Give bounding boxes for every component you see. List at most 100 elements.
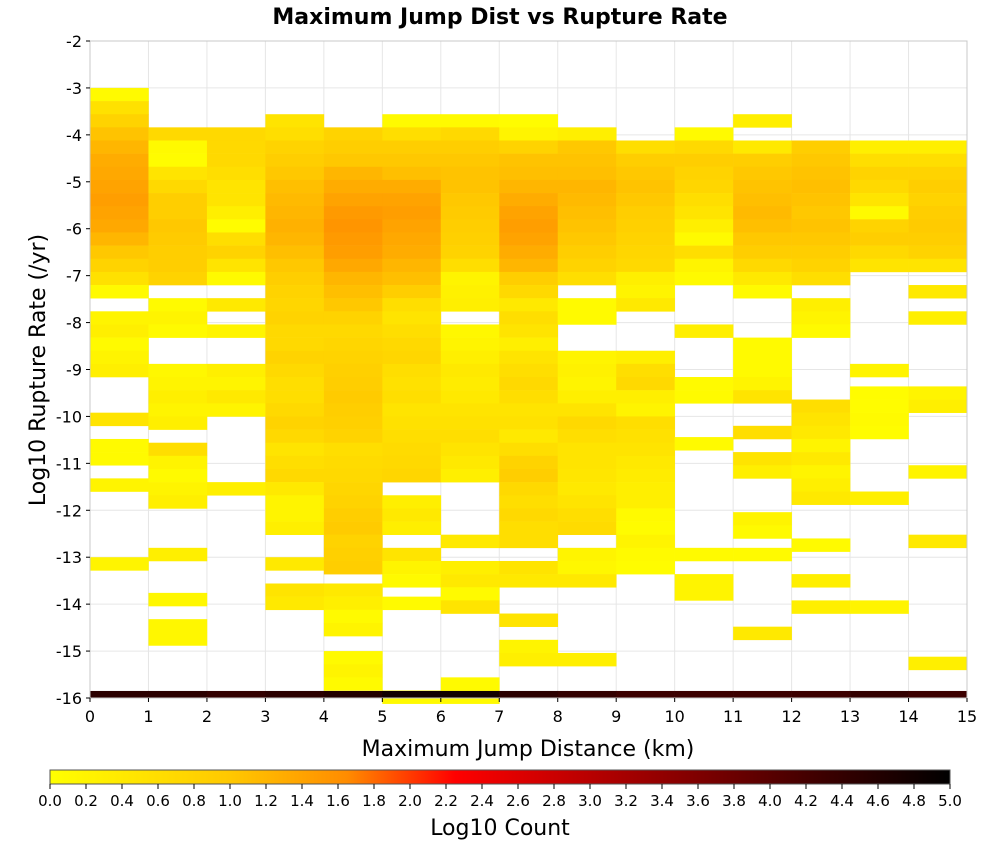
heatmap-cell	[440, 429, 500, 444]
heatmap-cell	[557, 271, 617, 286]
heatmap-cell	[908, 399, 968, 413]
heatmap-cell	[206, 271, 266, 286]
heatmap-cell	[791, 219, 851, 233]
colorbar-tick-label: 2.8	[542, 792, 566, 810]
heatmap-cell	[440, 416, 500, 430]
heatmap-cell	[148, 179, 208, 194]
x-tick-label: 0	[85, 707, 95, 726]
heatmap-cell	[674, 140, 734, 154]
heatmap-cell	[908, 232, 968, 246]
heatmap-cell	[90, 87, 149, 102]
heatmap-cell	[206, 232, 266, 246]
heatmap-cell	[674, 377, 734, 391]
heatmap-cell	[499, 285, 559, 299]
heatmap-cell	[440, 298, 500, 312]
x-tick-label: 5	[377, 707, 387, 726]
heatmap-cell	[148, 206, 208, 220]
heatmap-cell	[791, 465, 851, 479]
heatmap-cell	[148, 258, 208, 273]
heatmap-cell	[323, 390, 383, 404]
x-tick-label: 15	[957, 707, 977, 726]
y-tick-label: -16	[56, 689, 82, 708]
heatmap-cell	[557, 363, 617, 378]
heatmap-cell	[148, 416, 208, 430]
heatmap-cell	[382, 285, 442, 299]
heatmap-cell	[499, 193, 559, 207]
heatmap-cell	[908, 534, 968, 549]
heatmap-cell	[499, 114, 559, 128]
heatmap-cell	[733, 179, 792, 194]
heatmap-cell	[616, 271, 675, 286]
heatmap-cell-baseline	[148, 690, 208, 698]
heatmap-cell	[557, 127, 617, 141]
heatmap-cell	[733, 258, 792, 273]
heatmap-cell	[148, 245, 208, 260]
heatmap-cell	[148, 298, 208, 312]
heatmap-cell	[616, 429, 675, 444]
heatmap-cell	[440, 285, 500, 299]
heatmap-cell	[499, 232, 559, 246]
heatmap-cell	[908, 245, 968, 260]
y-tick-label: -6	[66, 220, 82, 239]
heatmap-cell	[206, 153, 266, 168]
heatmap-cell	[440, 574, 500, 588]
heatmap-cell	[733, 114, 792, 128]
x-tick-label: 7	[494, 707, 504, 726]
x-tick-label: 14	[898, 707, 918, 726]
heatmap-cell	[557, 140, 617, 154]
heatmap-cell	[382, 403, 442, 417]
heatmap-cell	[382, 508, 442, 522]
heatmap-cell	[557, 495, 617, 509]
heatmap-cell	[382, 245, 442, 260]
heatmap-cell	[323, 298, 383, 312]
heatmap-cell	[323, 245, 383, 260]
heatmap-cell	[616, 232, 675, 246]
heatmap-cell	[440, 271, 500, 286]
heatmap-cell	[499, 271, 559, 286]
heatmap-cell	[148, 153, 208, 168]
heatmap-cell	[206, 245, 266, 260]
heatmap-cell	[616, 363, 675, 378]
heatmap-cell	[382, 560, 442, 575]
heatmap-cell	[499, 534, 559, 549]
heatmap-cell	[323, 468, 383, 483]
heatmap-cell	[499, 206, 559, 220]
heatmap-cell	[382, 416, 442, 430]
heatmap-cell	[557, 258, 617, 273]
heatmap-cell	[323, 521, 383, 535]
heatmap-cell	[616, 153, 675, 168]
heatmap-cell	[733, 285, 792, 299]
heatmap-cell	[265, 596, 325, 611]
heatmap-cell	[90, 206, 149, 220]
heatmap-cell	[440, 219, 500, 233]
heatmap-cell	[148, 311, 208, 325]
heatmap-cell	[440, 560, 500, 575]
heatmap-cell	[440, 534, 500, 549]
heatmap-cell	[850, 166, 909, 181]
heatmap-cell	[148, 592, 208, 607]
heatmap-cell	[499, 166, 559, 181]
heatmap-cell	[674, 179, 734, 194]
heatmap-cell	[148, 219, 208, 233]
heatmap-cell	[616, 258, 675, 273]
x-tick-label: 11	[723, 707, 743, 726]
heatmap-cell	[616, 390, 675, 404]
heatmap-cell	[557, 508, 617, 522]
heatmap-cell	[733, 390, 792, 404]
y-tick-label: -2	[66, 32, 82, 51]
heatmap-cell	[323, 166, 383, 181]
heatmap-cell	[382, 377, 442, 391]
heatmap-cell	[440, 245, 500, 260]
heatmap-cell	[265, 508, 325, 522]
colorbar-tick-label: 0.8	[182, 792, 206, 810]
heatmap-cell	[90, 438, 149, 453]
heatmap-cell	[90, 557, 149, 571]
y-tick-label: -14	[56, 595, 82, 614]
y-axis-label: Log10 Rupture Rate (/yr)	[26, 234, 51, 506]
heatmap-cell	[499, 127, 559, 141]
heatmap-cell	[323, 482, 383, 496]
y-tick-label: -15	[56, 642, 82, 661]
heatmap-cell	[733, 452, 792, 466]
heatmap-cell	[90, 363, 149, 378]
heatmap-cell	[674, 390, 734, 404]
